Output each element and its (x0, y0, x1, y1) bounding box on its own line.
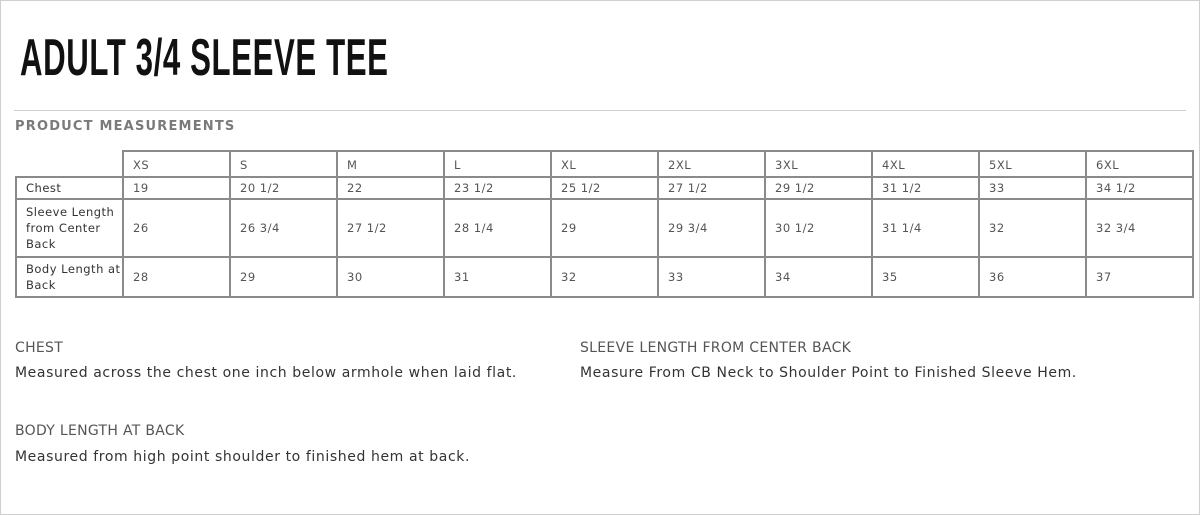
table-cell: 29 3/4 (657, 198, 766, 258)
table-cell: 25 1/2 (550, 176, 659, 200)
section-heading: PRODUCT MEASUREMENTS (15, 119, 236, 134)
table-row: Sleeve Length from Center Back 26 26 3/4 27… (15, 198, 1194, 258)
table-cell: 37 (1085, 256, 1194, 298)
table-cell: 20 1/2 (229, 176, 338, 200)
divider (14, 110, 1186, 111)
table-cell: 29 (550, 198, 659, 258)
table-cell: 26 3/4 (229, 198, 338, 258)
table-cell: 31 1/2 (871, 176, 980, 200)
table-cell: 31 1/4 (871, 198, 980, 258)
table-cell: 26 (122, 198, 231, 258)
table-cell: 30 (336, 256, 445, 298)
table-row: Body Length at Back 28 29 30 31 32 33 34 35 36 37 (15, 256, 1194, 298)
size-header: XL (550, 150, 659, 178)
size-header: 6XL (1085, 150, 1194, 178)
row-label: Sleeve Length from Center Back (15, 198, 124, 258)
table-cell: 22 (336, 176, 445, 200)
row-label: Body Length at Back (15, 256, 124, 298)
table-cell: 27 1/2 (657, 176, 766, 200)
table-cell: 35 (871, 256, 980, 298)
table-cell: 33 (657, 256, 766, 298)
table-cell: 29 (229, 256, 338, 298)
table-cell: 19 (122, 176, 231, 200)
blank-cell (16, 151, 123, 178)
size-header: XS (122, 150, 231, 178)
table-cell: 32 (978, 198, 1087, 258)
size-chart-table: XS S M L XL 2XL 3XL 4XL 5XL 6XL Chest 19 20 1/2 22 23 … (15, 150, 1194, 298)
table-cell: 32 3/4 (1085, 198, 1194, 258)
sleeve-heading: SLEEVE LENGTH FROM CENTER BACK (580, 340, 852, 356)
table-cell: 34 1/2 (1085, 176, 1194, 200)
header-row: XS S M L XL 2XL 3XL 4XL 5XL 6XL (16, 150, 1194, 178)
size-header: M (336, 150, 445, 178)
table-cell: 36 (978, 256, 1087, 298)
size-header: 2XL (657, 150, 766, 178)
size-header: 3XL (764, 150, 873, 178)
size-header: 4XL (871, 150, 980, 178)
table-cell: 28 (122, 256, 231, 298)
page-title: ADULT 3/4 SLEEVE TEE (20, 29, 389, 87)
chest-heading: CHEST (15, 340, 64, 356)
table-cell: 34 (764, 256, 873, 298)
sleeve-description: Measure From CB Neck to Shoulder Point t… (580, 365, 1077, 381)
size-header: S (229, 150, 338, 178)
table-cell: 27 1/2 (336, 198, 445, 258)
table-cell: 23 1/2 (443, 176, 552, 200)
body-length-heading: BODY LENGTH AT BACK (15, 423, 185, 439)
size-header: 5XL (978, 150, 1087, 178)
table-cell: 29 1/2 (764, 176, 873, 200)
body-length-description: Measured from high point shoulder to fin… (15, 449, 471, 465)
table-cell: 33 (978, 176, 1087, 200)
table-cell: 30 1/2 (764, 198, 873, 258)
table-cell: 28 1/4 (443, 198, 552, 258)
chest-description: Measured across the chest one inch below… (15, 365, 517, 381)
table-cell: 32 (550, 256, 659, 298)
size-header: L (443, 150, 552, 178)
table-cell: 31 (443, 256, 552, 298)
row-label: Chest (15, 176, 124, 200)
table-row: Chest 19 20 1/2 22 23 1/2 25 1/2 27 1/2 29 1/2 3… (15, 176, 1194, 200)
